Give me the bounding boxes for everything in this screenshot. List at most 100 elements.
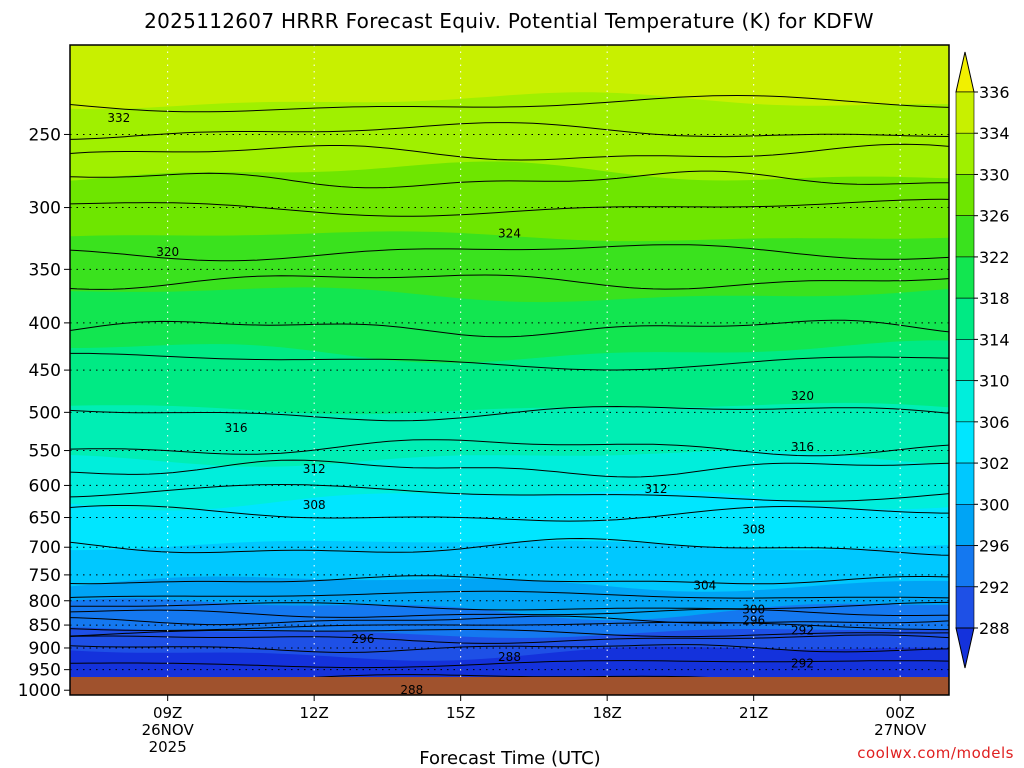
y-tick-label: 500 [29, 403, 61, 423]
contour-label: 304 [693, 578, 716, 592]
contour-line [70, 660, 949, 669]
contour-label: 296 [352, 632, 375, 646]
colorbar-tick-label: 306 [979, 413, 1010, 432]
y-tick-label: 850 [29, 616, 61, 636]
x-tick-label: 09Z [153, 704, 182, 722]
contour-label: 312 [645, 482, 668, 496]
colorbar-tick-label: 314 [979, 330, 1010, 349]
colorbar-swatch [955, 504, 975, 546]
contour-line [70, 170, 949, 189]
contour-label: 320 [156, 245, 179, 259]
contour-label: 288 [400, 683, 423, 697]
contour-label-text: 288 [400, 683, 423, 697]
y-tick-label: 950 [29, 661, 61, 681]
contour-label-text: 308 [742, 523, 765, 537]
x-tick-label: 12Z [299, 704, 328, 722]
colorbar-tick-label: 310 [979, 372, 1010, 391]
contour-line [70, 590, 949, 599]
contour-line [70, 143, 949, 161]
colorbar-tick-label: 302 [979, 454, 1010, 473]
contour-line [70, 608, 949, 618]
chart-title: 2025112607 HRRR Forecast Equiv. Potentia… [144, 9, 874, 33]
contour-label: 308 [303, 498, 326, 512]
contour-line [70, 644, 949, 654]
colorbar-swatch [955, 174, 975, 216]
y-tick-label: 750 [29, 566, 61, 586]
colorbar-swatch [955, 462, 975, 505]
contour-label: 332 [107, 111, 130, 125]
colorbar-swatch [955, 380, 975, 423]
colorbar-swatch [955, 339, 975, 381]
contour-label: 316 [791, 440, 814, 454]
contour-label: 316 [225, 421, 248, 435]
contour-label: 292 [791, 624, 814, 638]
x-tick-label: 2025 [149, 738, 187, 756]
colorbar-tick-label: 296 [979, 537, 1010, 556]
ground-surface [70, 677, 949, 695]
colorbar-swatch [955, 215, 975, 258]
y-tick-label: 700 [29, 538, 61, 558]
colorbar-tick-label: 326 [979, 207, 1010, 226]
y-tick-label: 400 [29, 314, 61, 334]
contour-label: 324 [498, 226, 521, 240]
x-tick-label: 18Z [592, 704, 621, 722]
credit-text: coolwx.com/models [857, 744, 1014, 762]
colorbar-tick-label: 322 [979, 248, 1010, 267]
contour-label: 312 [303, 462, 326, 476]
contour-label: 296 [742, 613, 765, 627]
contour-label-text: 296 [352, 632, 375, 646]
contour-line [70, 459, 949, 478]
contour-label-text: 312 [645, 482, 668, 496]
y-tick-label: 550 [29, 442, 61, 462]
colorbar-swatch [955, 586, 975, 629]
colorbar-tick-label: 300 [979, 495, 1010, 514]
contour-line [70, 198, 949, 217]
y-tick-label: 650 [29, 509, 61, 529]
contour-label-text: 320 [791, 389, 814, 403]
contour-label-text: 316 [225, 421, 248, 435]
y-tick-label: 900 [29, 639, 61, 659]
colorbar-bottom-triangle [955, 627, 975, 669]
contour-label-text: 292 [791, 656, 814, 670]
contour-line [70, 601, 949, 611]
contour-label-text: 292 [791, 624, 814, 638]
contour-label-text: 296 [742, 613, 765, 627]
colorbar-swatch [955, 91, 975, 134]
plot-area [70, 45, 949, 695]
colorbar-tick-label: 330 [979, 165, 1010, 184]
colorbar-swatch [955, 545, 975, 588]
contour-label-text: 332 [107, 111, 130, 125]
contour-label-text: 288 [498, 650, 521, 664]
contour-label: 300 [742, 603, 765, 617]
x-axis-label: Forecast Time (UTC) [419, 748, 600, 768]
contour-label-text: 300 [742, 603, 765, 617]
colorbar-tick-label: 318 [979, 289, 1010, 308]
colorbar-tick-label: 292 [979, 578, 1010, 597]
colorbar-top-triangle [955, 51, 975, 93]
contour-label-text: 324 [498, 226, 521, 240]
contour-line [70, 352, 949, 371]
x-tick-label: 26NOV [142, 721, 195, 739]
y-tick-label: 350 [29, 260, 61, 280]
x-tick-label: 15Z [446, 704, 475, 722]
colorbar-tick-label: 334 [979, 124, 1010, 143]
x-tick-label: 27NOV [874, 721, 927, 739]
contour-line [70, 244, 949, 262]
y-tick-label: 1000 [18, 681, 61, 701]
contour-line [70, 94, 949, 113]
contour-line [70, 634, 949, 644]
y-tick-label: 250 [29, 125, 61, 145]
contour-label-text: 316 [791, 440, 814, 454]
y-tick-label: 600 [29, 476, 61, 496]
colorbar: 336 334 330 326 322 318 314 310 306 302 300 296 292 2… [955, 51, 1010, 669]
contour-label-text: 308 [303, 498, 326, 512]
colorbar-swatch [955, 132, 975, 175]
contour-label-text: 320 [156, 245, 179, 259]
contour-line [70, 274, 949, 290]
contour-label: 320 [791, 389, 814, 403]
contour-line [70, 439, 949, 457]
contour-line [70, 575, 949, 585]
contour-line [70, 629, 949, 638]
contour-line [70, 483, 949, 502]
